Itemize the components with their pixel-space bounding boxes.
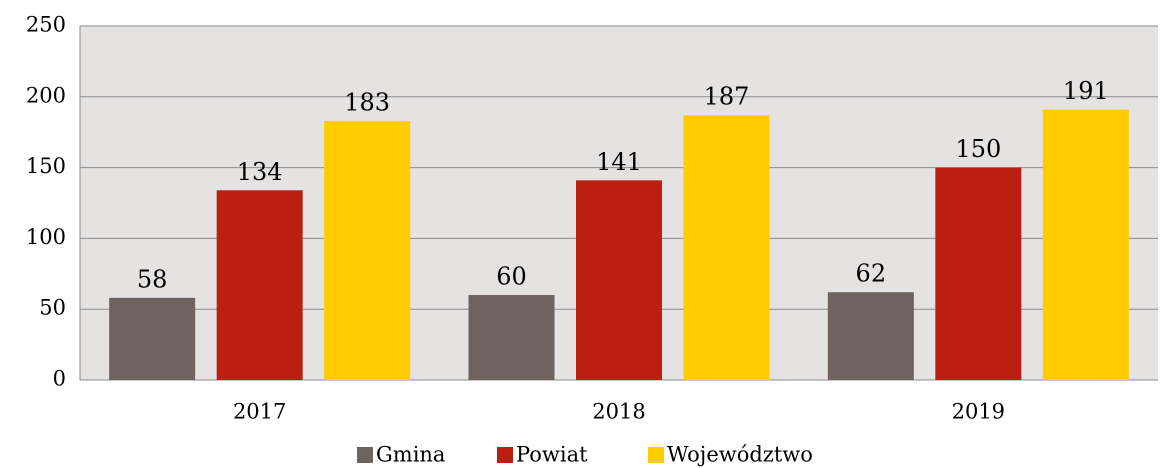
bar (109, 297, 196, 380)
bar (324, 120, 411, 380)
x-tick-label: 2017 (233, 400, 286, 424)
data-label: 58 (137, 265, 168, 293)
bar (1042, 109, 1129, 380)
y-tick-label: 0 (53, 367, 66, 391)
legend-label: Województwo (667, 443, 813, 467)
y-tick-label: 250 (26, 13, 66, 37)
bar (683, 115, 770, 380)
data-label: 141 (596, 148, 642, 176)
legend-label: Powiat (516, 443, 588, 467)
bar (935, 167, 1022, 380)
y-tick-label: 50 (39, 296, 66, 320)
data-label: 62 (856, 260, 887, 288)
legend-swatch (357, 447, 373, 463)
legend-swatch (497, 447, 513, 463)
legend-swatch (648, 447, 664, 463)
bar (576, 180, 662, 380)
data-label: 191 (1063, 77, 1109, 105)
data-label: 187 (704, 83, 750, 111)
y-tick-label: 150 (26, 154, 66, 178)
bar (216, 190, 303, 380)
legend-label: Gmina (376, 443, 445, 467)
data-label: 134 (237, 158, 283, 186)
y-tick-label: 200 (26, 83, 66, 107)
bar (827, 292, 914, 380)
data-label: 183 (344, 88, 390, 116)
y-tick-label: 100 (26, 225, 66, 249)
data-label: 60 (496, 263, 527, 291)
data-label: 150 (955, 135, 1001, 163)
bar (468, 295, 555, 380)
x-tick-label: 2018 (592, 400, 645, 424)
x-tick-label: 2019 (952, 400, 1005, 424)
